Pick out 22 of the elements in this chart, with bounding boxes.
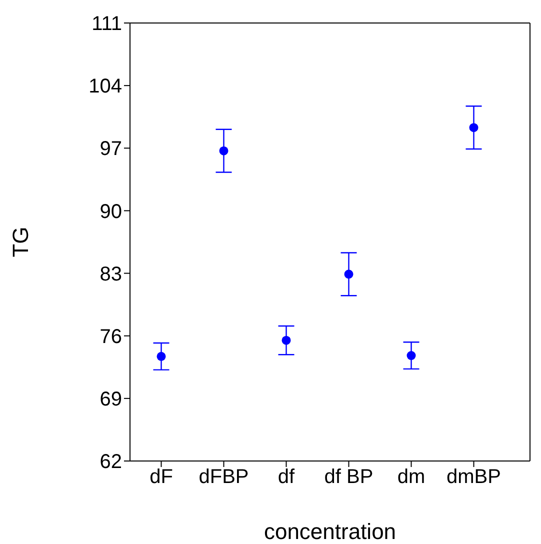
x-tick-label: dmBP: [446, 466, 501, 488]
x-tick-label: dm: [397, 466, 426, 488]
y-tick-label: 62: [100, 451, 122, 474]
x-tick-label: dF: [150, 466, 173, 488]
y-tick-label: 76: [100, 326, 122, 348]
point: [156, 352, 166, 361]
y-tick-label: 90: [100, 200, 122, 223]
point: [406, 351, 416, 360]
y-axis-title: TG: [8, 226, 33, 258]
y-tick-label: 111: [92, 13, 122, 36]
point: [282, 336, 291, 345]
x-tick-label: df BP: [324, 466, 374, 488]
y-tick-label: 69: [100, 388, 122, 411]
y-tick-label: 83: [100, 263, 122, 286]
point: [219, 146, 228, 156]
point: [469, 123, 478, 132]
x-axis-title: concentration: [264, 519, 396, 544]
y-tick-label: 97: [100, 138, 122, 160]
x-tick-label: dFBP: [198, 466, 249, 488]
y-tick-label: 104: [88, 76, 122, 98]
x-tick-label: df: [278, 466, 296, 488]
point: [344, 270, 354, 279]
